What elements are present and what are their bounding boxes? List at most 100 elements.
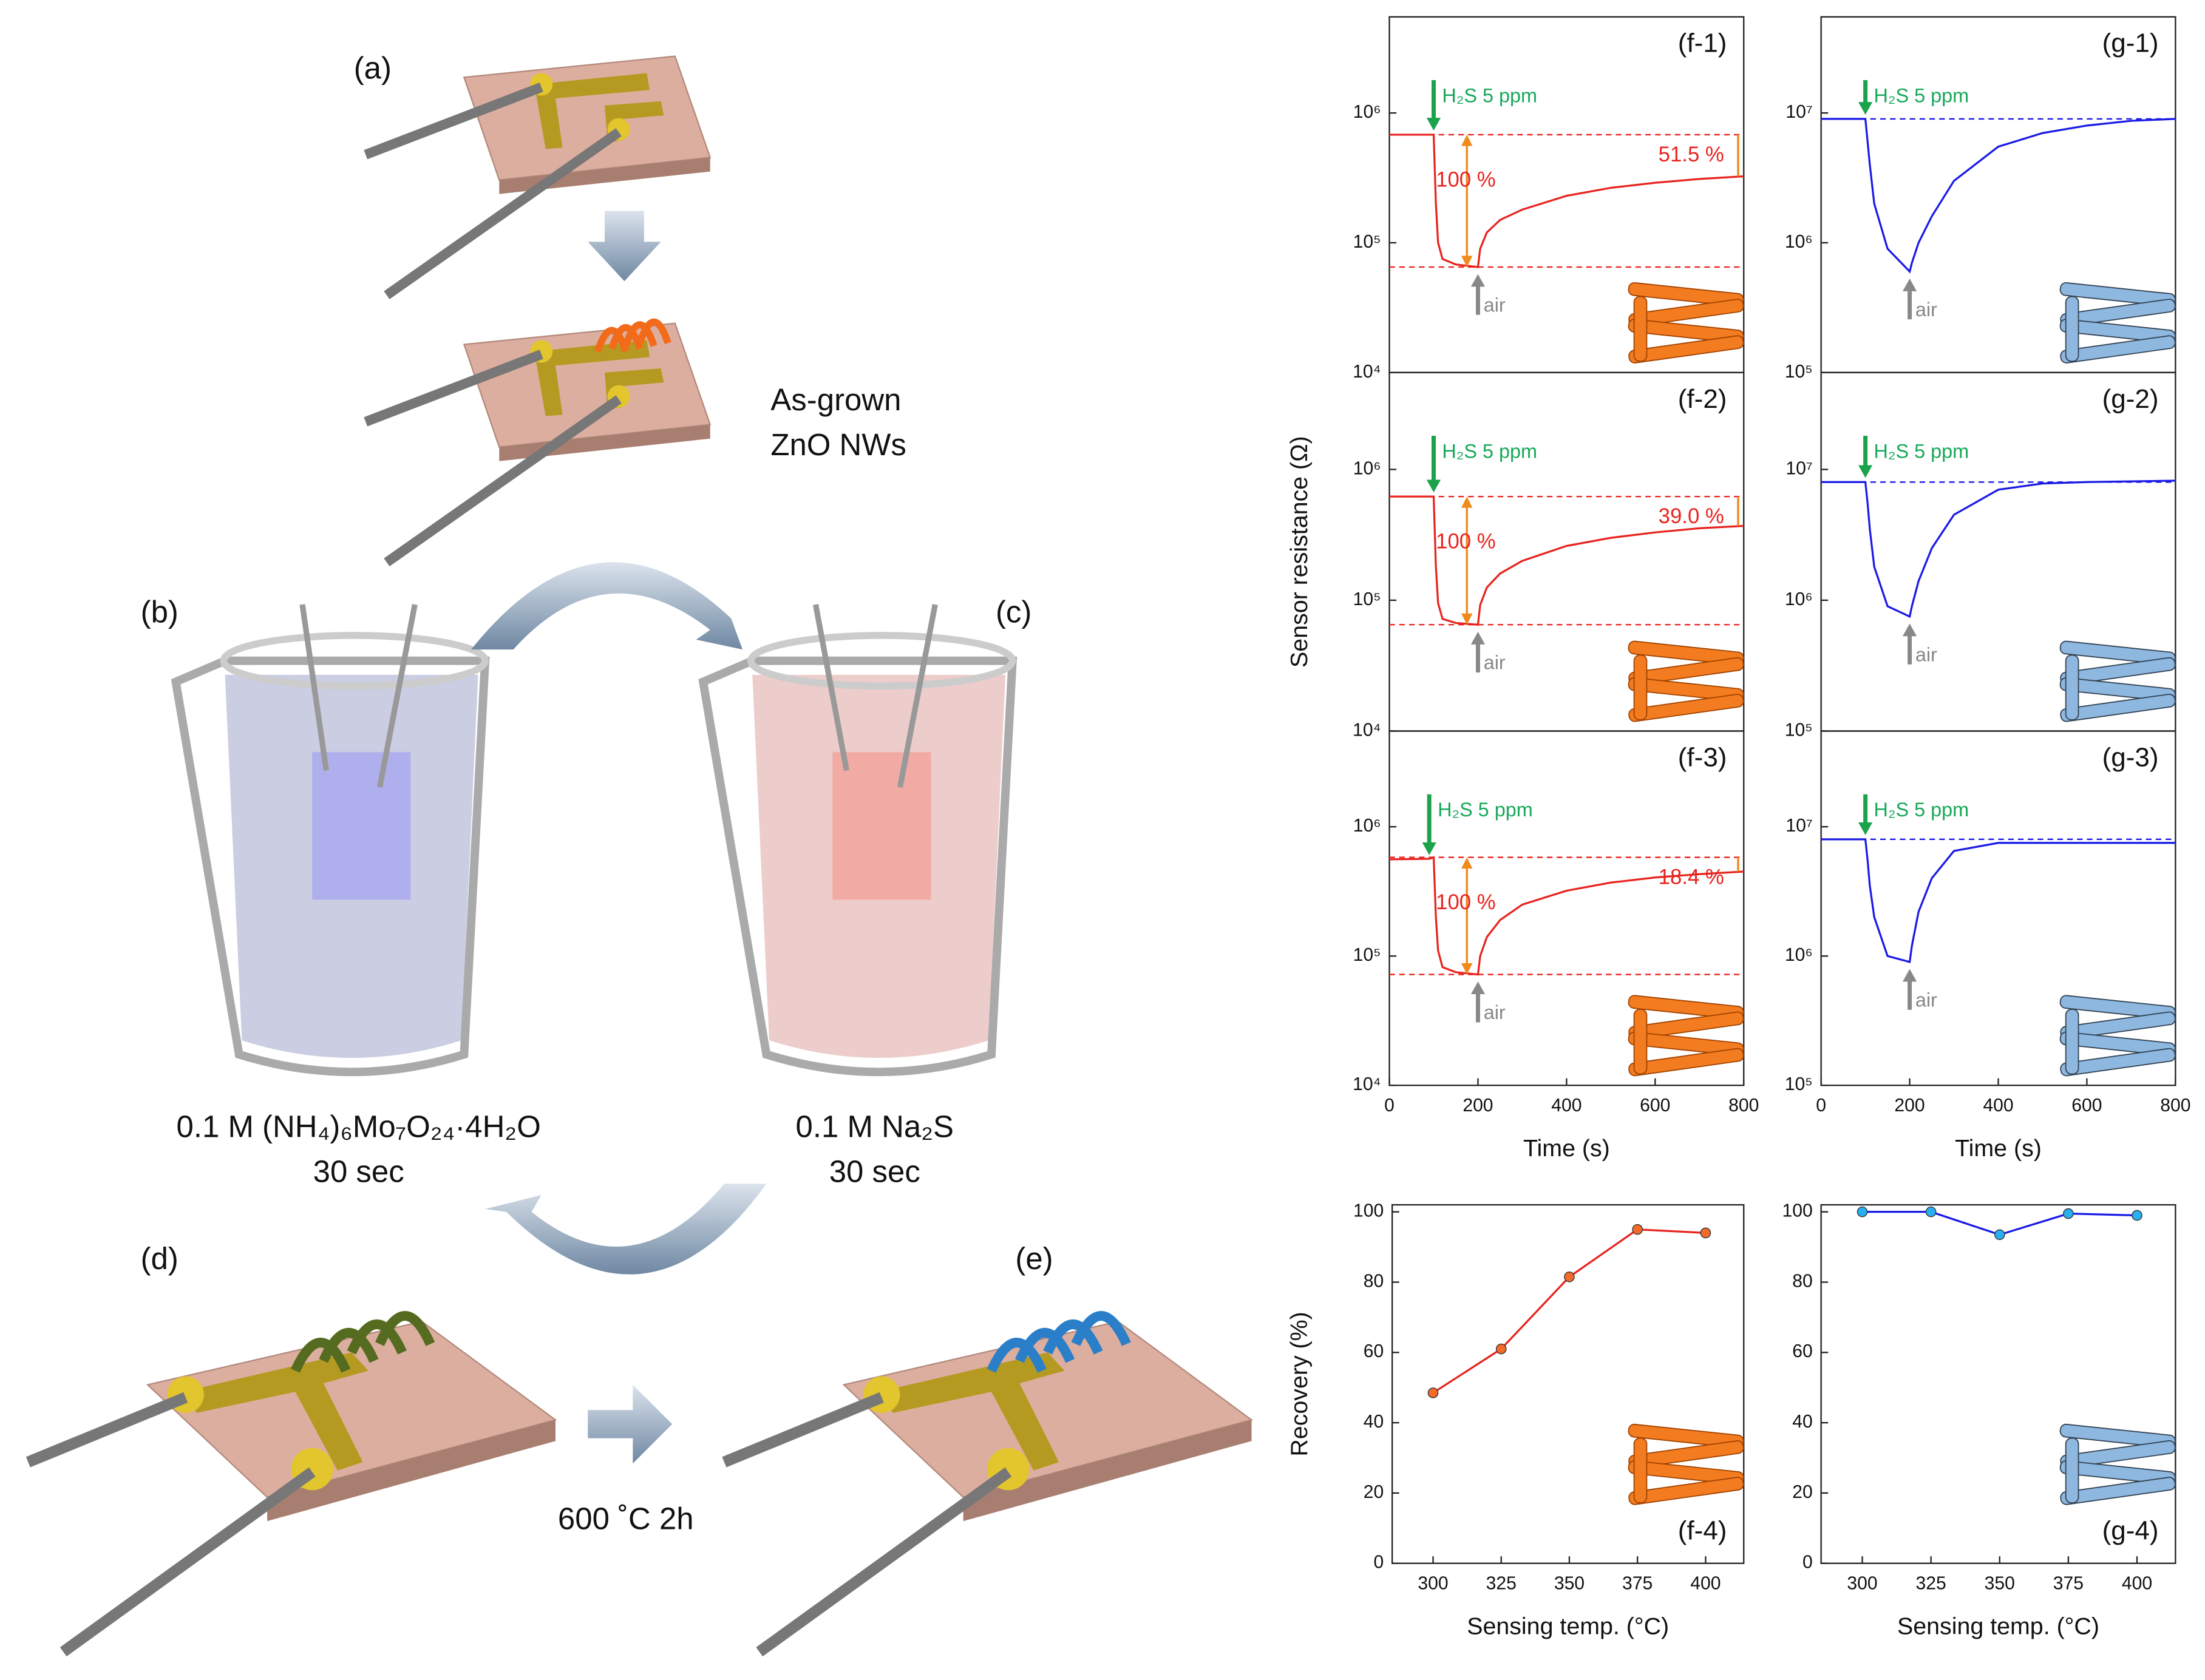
plot-frame <box>1388 16 1745 373</box>
probe <box>25 1392 188 1468</box>
glass <box>698 656 1018 1077</box>
probe <box>364 83 543 160</box>
glass <box>171 656 490 1077</box>
x-axis-label: Sensing temp. (°C) <box>1897 1613 2099 1640</box>
inset-rod <box>2059 677 2176 702</box>
y-tick-label: 10⁶ <box>1785 589 1813 609</box>
inset-rod <box>2059 282 2176 307</box>
response-label: 100 % <box>1436 530 1496 554</box>
plot-frame <box>1820 730 2176 1086</box>
inset-rod <box>2060 1440 2176 1469</box>
nanowires <box>594 318 671 353</box>
label: 600 ˚C 2h <box>558 1502 694 1536</box>
cycle-arrow <box>471 562 743 650</box>
x-axis-label: Time (s) <box>1523 1135 1610 1162</box>
data-point <box>1564 1271 1575 1282</box>
gas-label: H₂S 5 ppm <box>1874 440 1969 462</box>
label: ZnO NWs <box>770 427 906 462</box>
air-arrowhead <box>1470 981 1486 995</box>
y-tick-label: 10⁴ <box>1353 362 1381 382</box>
gas-arrowhead <box>1426 479 1441 493</box>
y-tick-label: 0 <box>1802 1553 1813 1573</box>
wire <box>897 604 938 788</box>
gas-arrowhead <box>1858 102 1873 115</box>
device <box>832 752 931 900</box>
inset-rod <box>2060 335 2176 364</box>
y-tick-label: 20 <box>1364 1482 1384 1502</box>
electrode <box>183 1352 369 1471</box>
gas-label: H₂S 5 ppm <box>1438 799 1533 821</box>
y-tick-label: 10⁵ <box>1785 362 1813 382</box>
y-tick-label: 10⁴ <box>1353 720 1381 740</box>
cycle-arrow <box>485 1184 767 1275</box>
inset-rod <box>2060 657 2176 686</box>
panel-title: (f-1) <box>1678 29 1727 58</box>
panel-label: (c) <box>996 595 1031 629</box>
panel-title: (f-4) <box>1678 1516 1727 1545</box>
x-tick-label: 350 <box>1554 1573 1585 1593</box>
inset-rod <box>1628 335 1744 364</box>
device-d <box>25 1311 557 1657</box>
y-tick-label: 60 <box>1364 1341 1384 1361</box>
data-point <box>1857 1206 1868 1218</box>
response-label: 100 % <box>1436 891 1496 914</box>
y-tick-label: 80 <box>1364 1271 1384 1291</box>
y-tick-label: 10⁶ <box>1785 945 1813 965</box>
x-tick-label: 400 <box>2122 1573 2152 1593</box>
inset-rod <box>2059 1460 2176 1485</box>
schematic: (a) As-grown ZnO NWs <box>25 50 1254 1657</box>
y-tick-label: 10⁶ <box>1353 458 1381 478</box>
y-tick-label: 10⁷ <box>1785 102 1812 122</box>
y-tick-label: 10⁵ <box>1785 1074 1813 1094</box>
inset-rod <box>2065 1437 2079 1504</box>
x-tick-label: 350 <box>1985 1573 2015 1593</box>
inset-rod <box>1633 1437 1648 1504</box>
air-label: air <box>1484 294 1506 316</box>
gas-arrowhead <box>1858 465 1873 478</box>
probe <box>384 395 622 567</box>
inset-rod <box>2060 1048 2176 1077</box>
plot-frame <box>1391 1204 1745 1564</box>
inset-rod <box>2065 654 2079 720</box>
x-axis-label: Sensing temp. (°C) <box>1467 1613 1669 1640</box>
y-tick-label: 10⁶ <box>1353 102 1381 122</box>
inset-rod <box>2059 1031 2176 1057</box>
x-tick-label: 0 <box>1384 1096 1395 1116</box>
air-arrowhead <box>1902 969 1917 982</box>
y-tick-label: 10⁷ <box>1785 458 1812 478</box>
inset-rod <box>1633 654 1648 720</box>
rim <box>220 632 489 690</box>
label: As-grown <box>770 382 901 417</box>
nanowires <box>291 1311 435 1373</box>
inset-rod <box>1628 677 1744 702</box>
probe <box>722 1392 884 1468</box>
recovery-label: 39.0 % <box>1659 505 1724 528</box>
y-tick-label: 100 <box>1782 1201 1812 1221</box>
gas-arrowhead <box>1422 842 1436 855</box>
x-tick-label: 325 <box>1916 1573 1946 1593</box>
panel-label: (d) <box>141 1241 178 1276</box>
data-line <box>1389 134 1744 268</box>
air-arrowhead <box>1470 631 1486 645</box>
gas-label: H₂S 5 ppm <box>1442 84 1537 106</box>
label: 0.1 M Na₂S <box>796 1109 954 1143</box>
inset-rod <box>1633 296 1648 362</box>
electrode <box>534 73 664 149</box>
arrow <box>588 1384 673 1464</box>
inset-rod <box>1628 1048 1744 1077</box>
x-tick-label: 600 <box>2071 1096 2102 1116</box>
wire <box>812 604 849 771</box>
y-tick-label: 10⁵ <box>1353 232 1381 252</box>
x-tick-label: 400 <box>1551 1096 1582 1116</box>
data-line <box>1821 838 2176 963</box>
inset-rod <box>2065 1009 2079 1075</box>
inset-rod <box>1628 1031 1744 1057</box>
gas-label: H₂S 5 ppm <box>1442 440 1537 462</box>
air-label: air <box>1484 652 1506 674</box>
data-point <box>2132 1210 2142 1221</box>
panel-title: (g-3) <box>2102 742 2159 772</box>
data-line <box>1821 118 2176 274</box>
x-tick-label: 800 <box>1728 1096 1759 1116</box>
wire <box>376 604 418 788</box>
